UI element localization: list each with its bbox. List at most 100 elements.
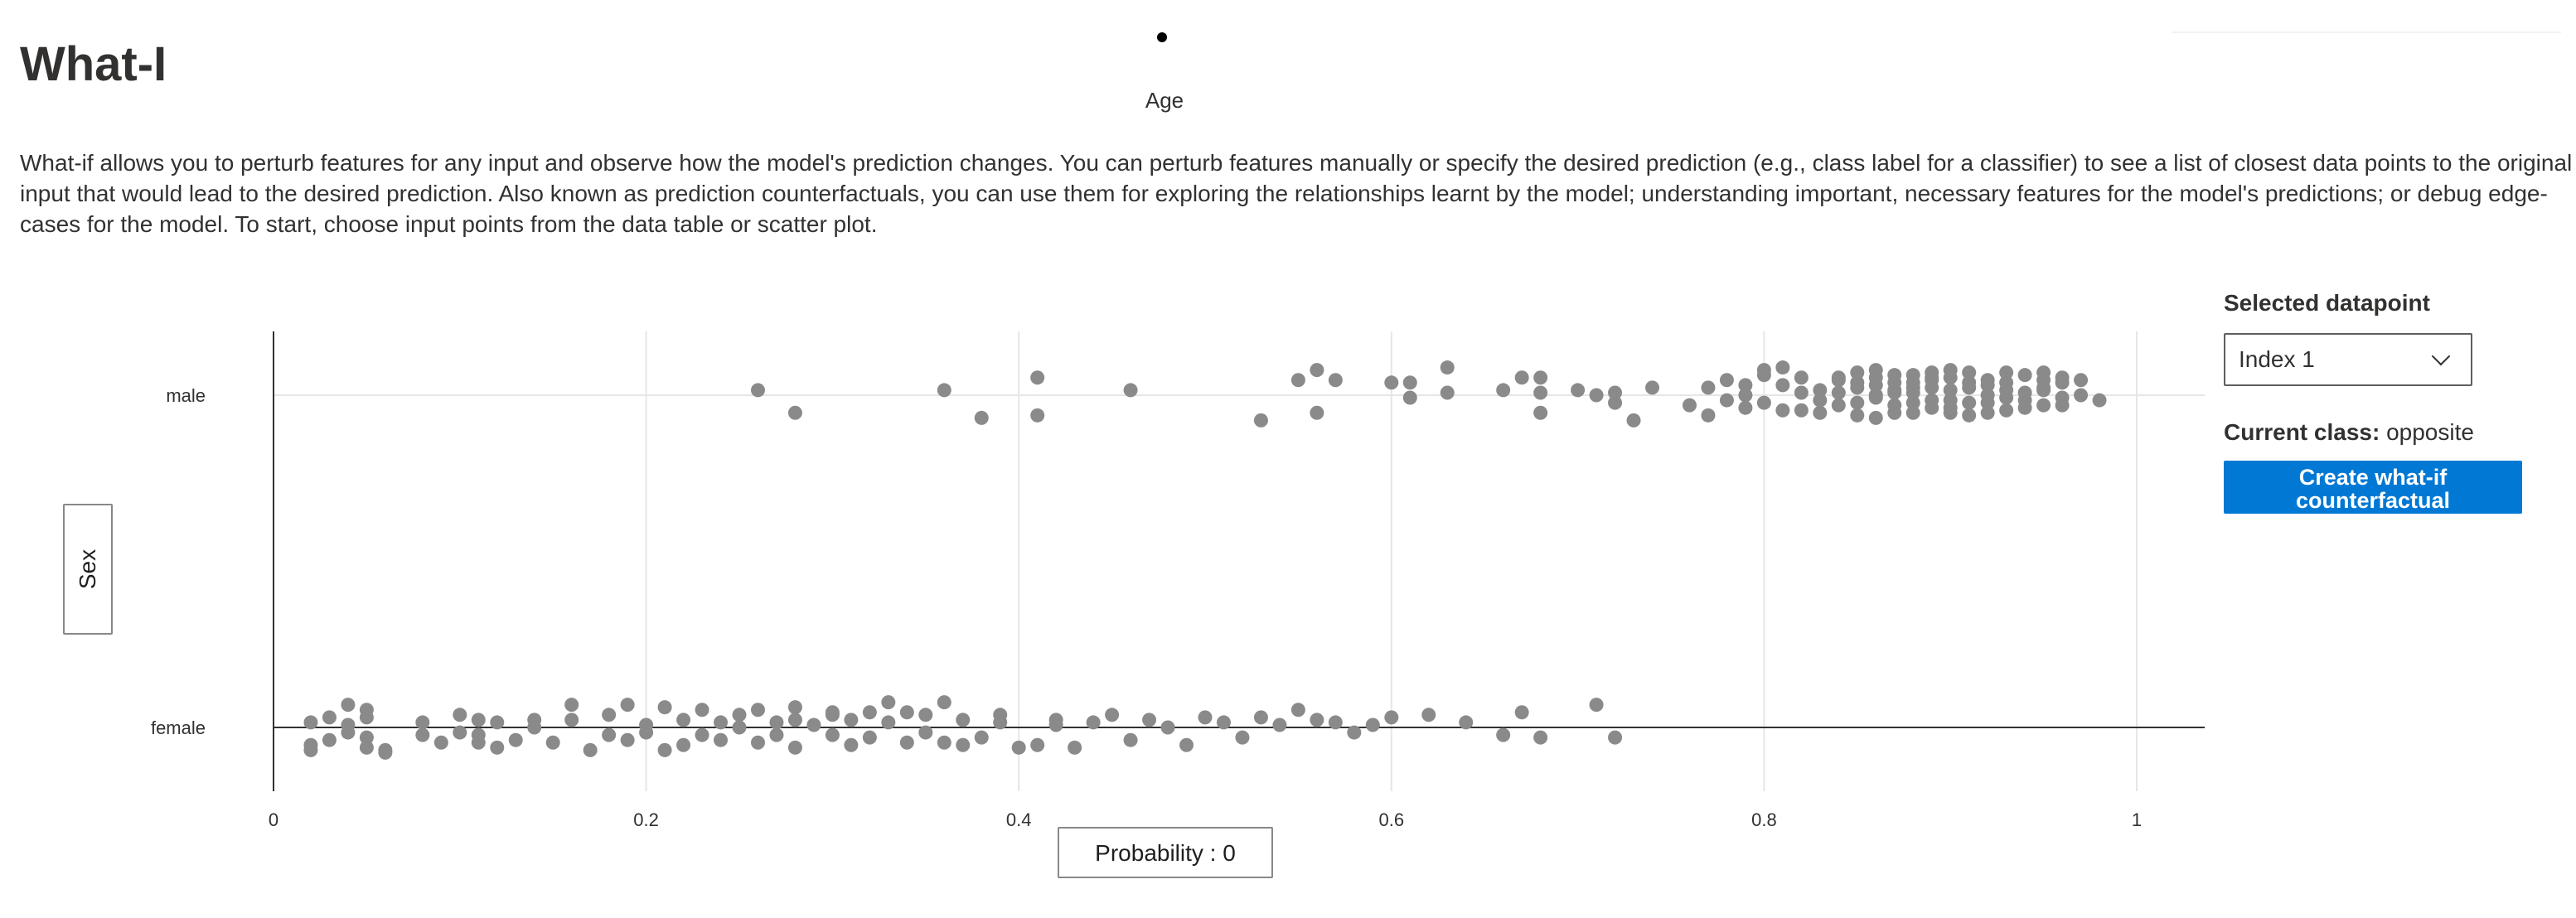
data-point[interactable]: [471, 713, 486, 727]
data-point[interactable]: [2036, 373, 2051, 388]
data-point[interactable]: [1030, 737, 1045, 752]
data-point[interactable]: [993, 715, 1008, 730]
data-point[interactable]: [1813, 383, 1828, 398]
data-point[interactable]: [1533, 370, 1548, 385]
data-point[interactable]: [1943, 405, 1958, 420]
data-point[interactable]: [359, 740, 374, 755]
data-point[interactable]: [303, 715, 318, 730]
data-point[interactable]: [1868, 390, 1883, 405]
data-point[interactable]: [1943, 393, 1958, 408]
data-point[interactable]: [750, 703, 765, 717]
data-point[interactable]: [1328, 373, 1343, 388]
data-point[interactable]: [1440, 385, 1455, 400]
data-point[interactable]: [341, 717, 356, 732]
data-point[interactable]: [1850, 365, 1865, 380]
data-point[interactable]: [1962, 365, 1977, 380]
data-point[interactable]: [1962, 375, 1977, 390]
data-point[interactable]: [1738, 400, 1753, 415]
data-point[interactable]: [1943, 370, 1958, 385]
data-point[interactable]: [1775, 403, 1790, 418]
data-point[interactable]: [657, 742, 672, 757]
data-point[interactable]: [937, 695, 951, 710]
data-point[interactable]: [1775, 360, 1790, 375]
data-point[interactable]: [2074, 388, 2089, 403]
data-point[interactable]: [1626, 413, 1641, 428]
data-point[interactable]: [714, 715, 729, 730]
data-point[interactable]: [1179, 737, 1194, 752]
data-point[interactable]: [1533, 385, 1548, 400]
data-point[interactable]: [1310, 713, 1324, 727]
data-point[interactable]: [1384, 710, 1399, 725]
data-point[interactable]: [1868, 363, 1883, 378]
data-point[interactable]: [732, 708, 747, 722]
data-point[interactable]: [303, 742, 318, 757]
data-point[interactable]: [1290, 703, 1305, 717]
data-point[interactable]: [695, 727, 709, 742]
data-point[interactable]: [1868, 378, 1883, 393]
data-point[interactable]: [1514, 370, 1529, 385]
data-point[interactable]: [1608, 730, 1623, 745]
data-point[interactable]: [1999, 375, 2014, 390]
data-point[interactable]: [1459, 715, 1474, 730]
data-point[interactable]: [1123, 383, 1138, 398]
data-point[interactable]: [1775, 378, 1790, 393]
data-point[interactable]: [974, 410, 989, 425]
data-point[interactable]: [1571, 383, 1586, 398]
data-point[interactable]: [937, 383, 951, 398]
data-point[interactable]: [1645, 380, 1660, 395]
data-point[interactable]: [2092, 393, 2107, 408]
data-point[interactable]: [1794, 403, 1809, 418]
data-point[interactable]: [1608, 385, 1623, 400]
data-point[interactable]: [2055, 390, 2070, 405]
x-axis-selector-button[interactable]: Probability : 0: [1058, 827, 1273, 878]
data-point[interactable]: [1738, 378, 1753, 393]
data-point[interactable]: [862, 730, 877, 745]
data-point[interactable]: [2074, 373, 2089, 388]
data-point[interactable]: [676, 737, 691, 752]
data-point[interactable]: [1440, 360, 1455, 375]
data-point[interactable]: [750, 383, 765, 398]
data-point[interactable]: [564, 713, 579, 727]
data-point[interactable]: [1048, 717, 1063, 732]
data-point[interactable]: [1999, 365, 2014, 380]
data-point[interactable]: [1514, 705, 1529, 720]
data-point[interactable]: [657, 700, 672, 715]
selected-datapoint-dropdown[interactable]: Index 1: [2224, 333, 2472, 386]
data-point[interactable]: [453, 708, 467, 722]
data-point[interactable]: [2055, 370, 2070, 385]
data-point[interactable]: [2017, 393, 2032, 408]
data-point[interactable]: [1925, 380, 1939, 395]
data-point[interactable]: [490, 715, 505, 730]
data-point[interactable]: [1813, 405, 1828, 420]
data-point[interactable]: [359, 730, 374, 745]
data-point[interactable]: [1701, 408, 1716, 423]
data-point[interactable]: [881, 695, 896, 710]
data-point[interactable]: [881, 715, 896, 730]
data-point[interactable]: [1980, 395, 1995, 410]
data-point[interactable]: [1925, 370, 1939, 385]
data-point[interactable]: [1962, 395, 1977, 410]
data-point[interactable]: [639, 725, 654, 740]
data-point[interactable]: [937, 735, 951, 750]
data-point[interactable]: [1701, 380, 1716, 395]
data-point[interactable]: [453, 725, 467, 740]
data-point[interactable]: [1310, 405, 1324, 420]
data-point[interactable]: [787, 740, 802, 755]
data-point[interactable]: [490, 740, 505, 755]
data-point[interactable]: [1943, 383, 1958, 398]
data-point[interactable]: [602, 708, 617, 722]
data-point[interactable]: [433, 735, 448, 750]
data-point[interactable]: [1272, 717, 1287, 732]
data-point[interactable]: [1105, 708, 1120, 722]
data-point[interactable]: [322, 710, 337, 725]
data-point[interactable]: [1496, 383, 1511, 398]
data-point[interactable]: [1068, 740, 1082, 755]
data-point[interactable]: [862, 705, 877, 720]
y-axis-selector-button[interactable]: Sex: [63, 504, 113, 635]
chart-points[interactable]: [303, 360, 2107, 760]
data-point[interactable]: [1850, 408, 1865, 423]
data-point[interactable]: [844, 713, 859, 727]
data-point[interactable]: [1198, 710, 1213, 725]
data-point[interactable]: [508, 732, 523, 747]
create-counterfactual-button[interactable]: Create what-if counterfactual: [2224, 461, 2522, 514]
